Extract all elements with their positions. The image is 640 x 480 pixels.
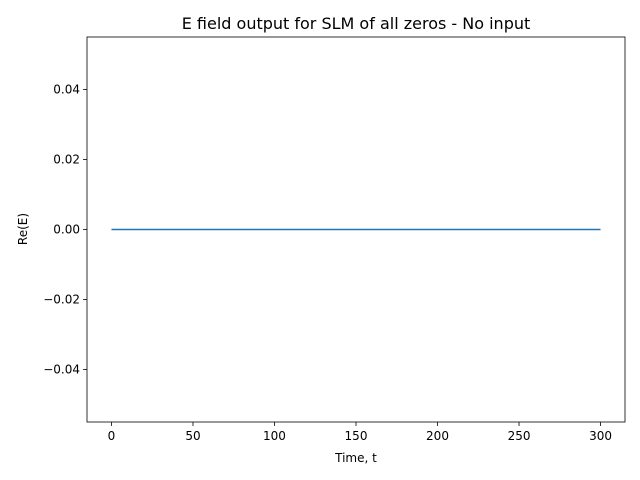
y-tick-label: −0.04 — [43, 363, 80, 377]
y-tick-label: 0.00 — [53, 223, 80, 237]
chart-title: E field output for SLM of all zeros - No… — [182, 14, 531, 33]
x-tick-label: 50 — [185, 429, 200, 443]
x-tick-label: 300 — [589, 429, 612, 443]
x-tick-label: 0 — [108, 429, 116, 443]
y-tick-label: 0.04 — [53, 83, 80, 97]
y-tick-label: 0.02 — [53, 153, 80, 167]
x-tick-label: 100 — [263, 429, 286, 443]
x-axis-label: Time, t — [334, 451, 377, 465]
x-tick-label: 250 — [508, 429, 531, 443]
x-tick-label: 200 — [426, 429, 449, 443]
y-tick-label: −0.02 — [43, 293, 80, 307]
plot-area: 0 50 100 150 200 250 300 −0.04 −0.02 0.00 0.02 0.04 — [43, 36, 626, 443]
y-axis-label: Re(E) — [16, 213, 30, 245]
x-tick-label: 150 — [345, 429, 368, 443]
